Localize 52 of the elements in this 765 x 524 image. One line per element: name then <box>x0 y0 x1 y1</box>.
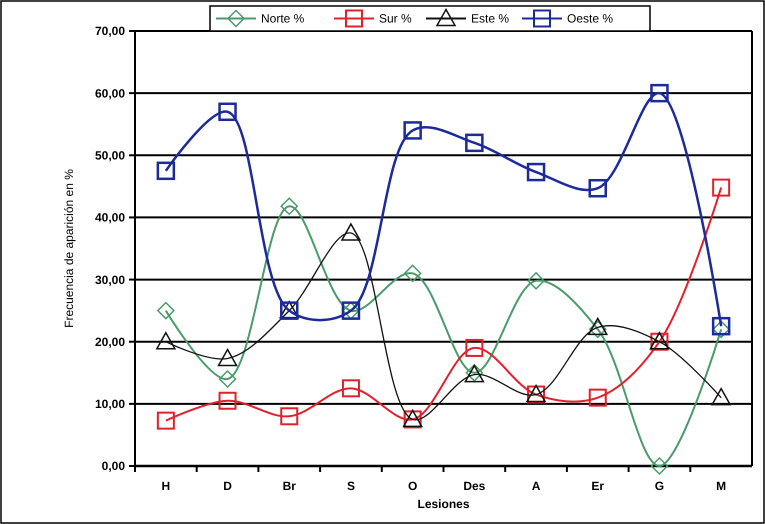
point <box>465 338 484 357</box>
point <box>156 412 175 430</box>
point <box>156 332 176 350</box>
point <box>650 457 668 475</box>
point <box>280 407 298 426</box>
x-tick-label: M <box>716 479 726 493</box>
y-tick-label: 40,00 <box>94 210 126 225</box>
point <box>526 162 546 182</box>
x-axis-title: Lesiones <box>417 497 470 511</box>
point <box>588 318 608 336</box>
x-tick-label: S <box>346 479 355 493</box>
point <box>527 272 545 290</box>
point <box>588 388 607 407</box>
y-tick-label: 10,00 <box>94 397 126 412</box>
x-tick-label: A <box>532 479 541 493</box>
point <box>218 392 237 410</box>
x-tick-label: D <box>223 479 232 493</box>
x-tick-label: O <box>408 479 418 493</box>
y-tick-label: 70,00 <box>94 24 126 38</box>
y-tick-label: 60,00 <box>94 86 126 100</box>
point <box>712 178 730 197</box>
x-tick-label: Er <box>591 479 604 493</box>
legend-label: Este % <box>471 12 510 26</box>
x-tick-label: Des <box>463 479 486 493</box>
point <box>157 302 175 320</box>
x-tick-label: G <box>654 479 664 493</box>
legend-label: Norte % <box>261 12 305 26</box>
point <box>588 178 607 198</box>
x-tick-label: H <box>162 479 170 493</box>
point <box>650 84 669 102</box>
legend-label: Oeste % <box>567 12 614 26</box>
point <box>712 316 730 336</box>
point <box>589 320 606 338</box>
point <box>156 162 176 180</box>
y-axis-title: Frecuencia de aparición en % <box>62 168 76 328</box>
point <box>341 223 361 241</box>
legend-label: Sur % <box>379 12 412 26</box>
point <box>711 388 731 406</box>
point <box>712 320 730 338</box>
point <box>218 348 238 366</box>
point <box>342 379 360 398</box>
point <box>403 121 422 140</box>
point <box>218 102 237 122</box>
y-tick-label: 50,00 <box>94 148 126 162</box>
x-tick-label: Br <box>282 479 296 493</box>
point <box>404 264 422 282</box>
point <box>465 134 484 152</box>
y-tick-label: 30,00 <box>94 272 126 287</box>
point <box>218 370 236 388</box>
point <box>280 197 298 215</box>
y-tick-label: 20,00 <box>94 334 126 349</box>
y-tick-label: 0,00 <box>102 459 126 474</box>
